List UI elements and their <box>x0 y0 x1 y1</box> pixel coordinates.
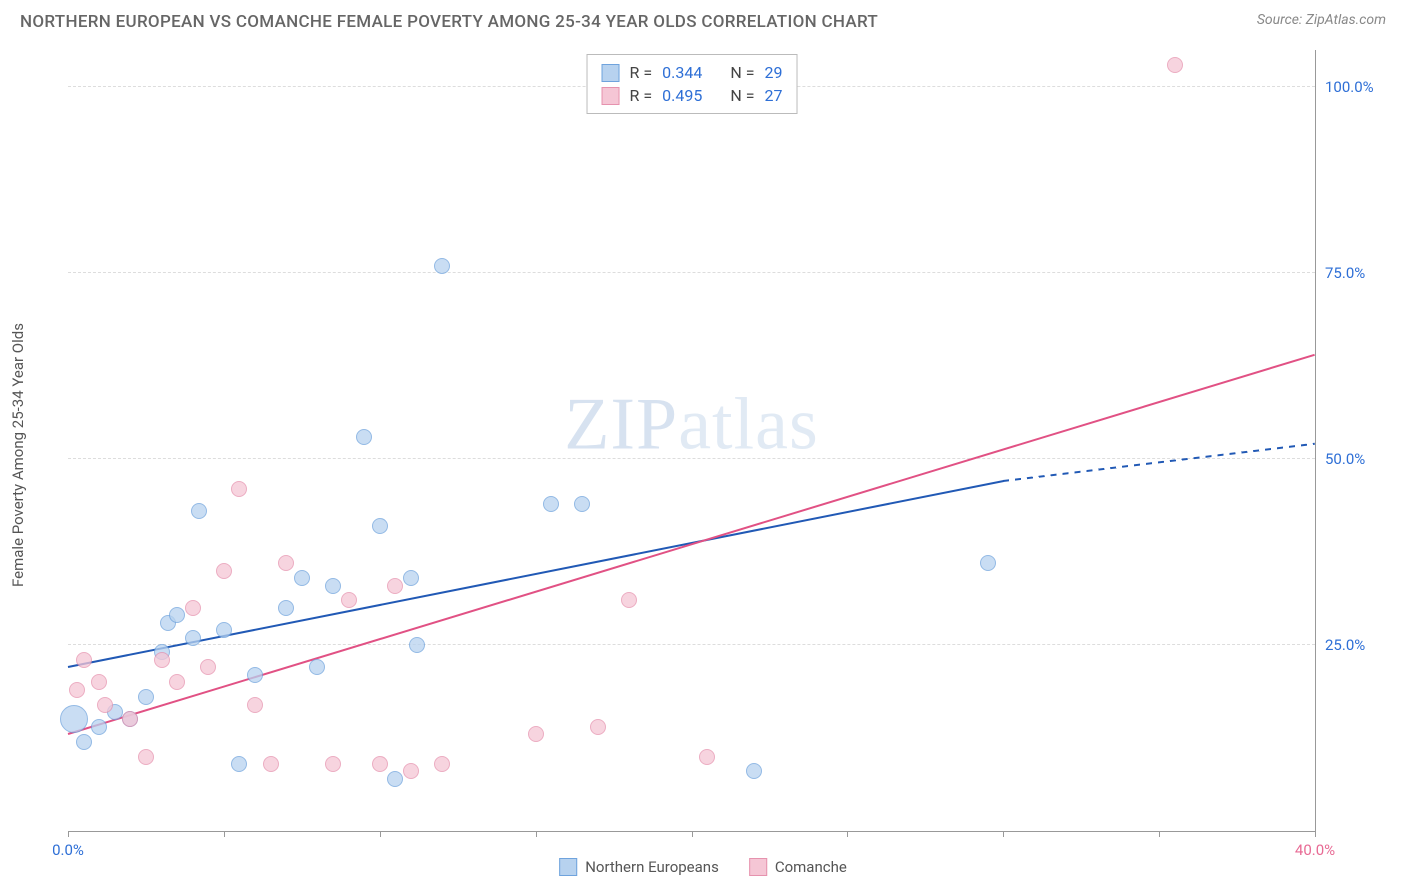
data-point <box>387 578 403 594</box>
data-point <box>185 630 201 646</box>
data-point <box>278 600 294 616</box>
data-point <box>341 592 357 608</box>
data-point <box>76 652 92 668</box>
data-point <box>1167 57 1183 73</box>
data-point <box>746 763 762 779</box>
legend-item-1: Northern Europeans <box>559 858 719 876</box>
data-point <box>434 756 450 772</box>
data-point <box>138 749 154 765</box>
chart-header: NORTHERN EUROPEAN VS COMANCHE FEMALE POV… <box>0 0 1406 40</box>
data-point <box>91 719 107 735</box>
data-point <box>356 429 372 445</box>
x-tick <box>1315 831 1316 837</box>
stats-row-2: R = 0.495 N = 27 <box>602 84 783 107</box>
swatch-blue <box>602 64 620 82</box>
chart-title: NORTHERN EUROPEAN VS COMANCHE FEMALE POV… <box>20 12 878 32</box>
gridline <box>68 644 1315 645</box>
y-axis-label: Female Poverty Among 25-34 Year Olds <box>9 323 27 587</box>
data-point <box>97 697 113 713</box>
swatch-pink <box>749 858 767 876</box>
data-point <box>247 697 263 713</box>
data-point <box>91 674 107 690</box>
data-point <box>434 258 450 274</box>
data-point <box>200 659 216 675</box>
legend-item-2: Comanche <box>749 858 847 876</box>
data-point <box>403 763 419 779</box>
swatch-blue <box>559 858 577 876</box>
y-tick-label: 25.0% <box>1325 636 1385 654</box>
chart-source: Source: ZipAtlas.com <box>1257 12 1386 28</box>
data-point <box>409 637 425 653</box>
series-legend: Northern Europeans Comanche <box>559 858 847 876</box>
x-tick <box>1003 831 1004 837</box>
x-tick <box>536 831 537 837</box>
stats-row-1: R = 0.344 N = 29 <box>602 61 783 84</box>
data-point <box>76 734 92 750</box>
data-point <box>309 659 325 675</box>
data-point <box>403 570 419 586</box>
x-tick <box>380 831 381 837</box>
data-point <box>528 726 544 742</box>
y-tick-label: 75.0% <box>1325 264 1385 282</box>
data-point <box>191 503 207 519</box>
data-point <box>60 705 88 733</box>
x-tick-label: 40.0% <box>1295 841 1335 859</box>
data-point <box>325 756 341 772</box>
gridline <box>68 458 1315 459</box>
data-point <box>263 756 279 772</box>
x-tick <box>692 831 693 837</box>
data-point <box>294 570 310 586</box>
trendline <box>1003 443 1315 482</box>
data-point <box>154 652 170 668</box>
swatch-pink <box>602 87 620 105</box>
data-point <box>372 518 388 534</box>
data-point <box>169 607 185 623</box>
data-point <box>574 496 590 512</box>
data-point <box>372 756 388 772</box>
data-point <box>169 674 185 690</box>
data-point <box>231 756 247 772</box>
x-tick <box>224 831 225 837</box>
data-point <box>69 682 85 698</box>
data-point <box>278 555 294 571</box>
x-tick-label: 0.0% <box>52 841 84 859</box>
y-tick-label: 100.0% <box>1325 78 1385 96</box>
watermark: ZIPatlas <box>564 382 819 467</box>
data-point <box>216 563 232 579</box>
x-tick <box>68 831 69 837</box>
data-point <box>325 578 341 594</box>
data-point <box>980 555 996 571</box>
data-point <box>185 600 201 616</box>
y-tick-label: 50.0% <box>1325 450 1385 468</box>
x-tick <box>1159 831 1160 837</box>
data-point <box>699 749 715 765</box>
x-tick <box>847 831 848 837</box>
data-point <box>138 689 154 705</box>
data-point <box>122 711 138 727</box>
plot-region: ZIPatlas 25.0%50.0%75.0%100.0%0.0%40.0% <box>68 50 1316 832</box>
data-point <box>543 496 559 512</box>
data-point <box>590 719 606 735</box>
data-point <box>216 622 232 638</box>
data-point <box>247 667 263 683</box>
stats-legend: R = 0.344 N = 29 R = 0.495 N = 27 <box>587 54 798 114</box>
data-point <box>621 592 637 608</box>
chart-area: R = 0.344 N = 29 R = 0.495 N = 27 ZIPatl… <box>68 50 1316 832</box>
trendline <box>68 480 1004 668</box>
gridline <box>68 272 1315 273</box>
data-point <box>231 481 247 497</box>
data-point <box>387 771 403 787</box>
